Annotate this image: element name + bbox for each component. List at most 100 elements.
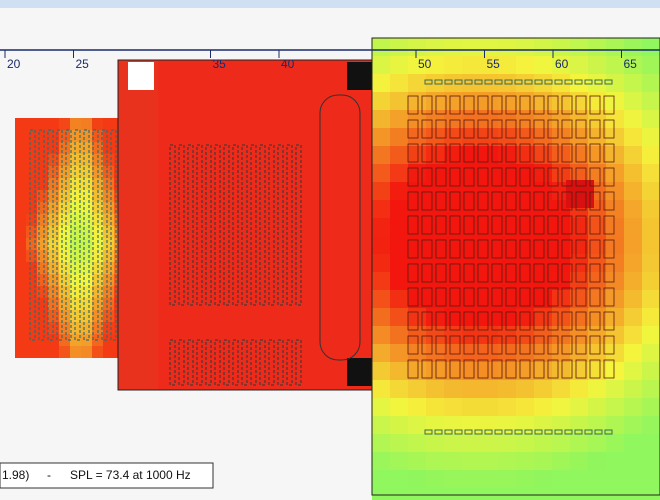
heat-cell [480,56,498,74]
heat-cell [498,488,516,500]
seat [519,335,531,355]
heat-cell [408,128,426,146]
ruler-label: 55 [487,57,501,71]
seat [505,287,517,307]
heat-cell [444,200,462,218]
heat-cell [552,290,570,308]
heat-cell [624,128,642,146]
seat-row [268,339,275,386]
seat [519,311,531,331]
heat-cell [408,272,426,290]
seat [519,359,531,379]
heat-cell [498,146,516,164]
heat-cell [444,38,462,56]
seat [464,429,473,435]
heat-cell [480,344,498,362]
heat-cell [516,452,534,470]
ruler-label: 25 [76,57,90,71]
seat [534,79,543,85]
heat-cell [624,56,642,74]
heat-cell [534,380,552,398]
heat-cell [588,128,606,146]
seat [589,311,601,331]
seat [491,167,503,187]
heat-cell [498,218,516,236]
heat-cell [59,262,70,274]
heat-cell [570,146,588,164]
heat-cell [426,326,444,344]
heat-cell [606,218,624,236]
seat-row [295,144,302,306]
heat-cell [588,74,606,92]
heat-cell [444,92,462,110]
heat-cell [15,346,26,358]
seat [575,95,587,115]
seat [435,311,447,331]
heat-cell [37,154,48,166]
heat-cell [462,200,480,218]
heat-cell [606,164,624,182]
seat [505,239,517,259]
heat-cell [498,128,516,146]
heat-cell [37,262,48,274]
heat-cell [570,218,588,236]
seat [533,119,545,139]
seat [477,95,489,115]
heat-cell [444,74,462,92]
heat-cell [444,290,462,308]
heat-cell [426,146,444,164]
heat-cell [37,178,48,190]
heat-cell [372,434,390,452]
heat-cell [480,308,498,326]
heat-cell [516,146,534,164]
heat-cell [624,362,642,380]
heat-cell [408,362,426,380]
hall-heatmap [371,37,660,500]
seat [589,191,601,211]
heat-cell [103,190,114,202]
seat [491,335,503,355]
heat-cell [408,38,426,56]
heat-cell [15,238,26,250]
seating [407,79,615,435]
seat [421,359,433,379]
heat-cell [444,416,462,434]
heat-cell [534,200,552,218]
heat-cell [59,346,70,358]
seat [505,167,517,187]
heat-cell [570,92,588,110]
heat-cell [390,38,408,56]
heat-cell [408,326,426,344]
heat-cell [642,326,660,344]
seat [421,287,433,307]
seat [594,79,603,85]
heat-cell [588,38,606,56]
heat-cell [480,128,498,146]
heat-cell [606,452,624,470]
heat-cell [462,128,480,146]
heat-cell [570,56,588,74]
heat-cell [588,326,606,344]
heat-cell [642,74,660,92]
seat [505,335,517,355]
heat-cell [26,130,37,142]
heat-cell [81,226,92,238]
seat-row [259,339,266,386]
heat-cell [516,272,534,290]
heat-cell [462,56,480,74]
heat-cell [534,254,552,272]
heat-cell [516,326,534,344]
heat-cell [444,326,462,344]
heat-cell [408,164,426,182]
heat-cell [624,236,642,254]
seat [589,263,601,283]
heat-cell [390,110,408,128]
heat-cell [26,310,37,322]
heat-cell [37,274,48,286]
heat-cell [15,250,26,262]
heat-cell [498,164,516,182]
seat [407,359,419,379]
seat [519,167,531,187]
heat-cell [516,254,534,272]
heat-cell [588,488,606,500]
